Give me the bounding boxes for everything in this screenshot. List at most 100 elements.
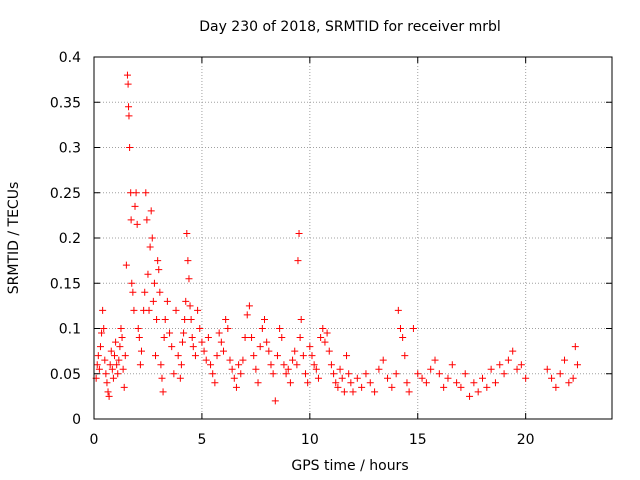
data-point [143, 216, 151, 224]
data-point [362, 370, 370, 378]
data-point [543, 365, 551, 373]
data-point [235, 361, 243, 369]
data-point [245, 302, 253, 310]
data-point [409, 325, 417, 332]
data-point [111, 352, 119, 360]
data-point [121, 352, 129, 360]
data-point [297, 315, 305, 323]
x-tick-label: 10 [301, 432, 319, 448]
data-point [347, 379, 355, 387]
data-point [496, 361, 504, 369]
data-point [312, 365, 320, 373]
data-point [358, 383, 366, 391]
data-point [427, 365, 435, 373]
data-point [105, 392, 113, 400]
data-point [343, 352, 351, 360]
data-point [133, 220, 141, 228]
data-point [291, 347, 299, 355]
y-tick-label: 0.15 [50, 276, 81, 292]
data-point [284, 365, 292, 373]
data-point [392, 370, 400, 378]
data-point [150, 279, 158, 287]
data-point [384, 374, 392, 382]
data-point [141, 288, 149, 296]
y-tick-label: 0.3 [59, 141, 81, 157]
data-point [185, 275, 193, 283]
data-point [160, 334, 168, 342]
data-point [215, 329, 223, 337]
data-point [440, 383, 448, 391]
data-point [99, 306, 107, 314]
data-point [126, 144, 134, 151]
data-point [282, 370, 290, 378]
data-point [500, 370, 508, 378]
data-point [159, 388, 167, 396]
data-point [306, 343, 314, 351]
data-point [278, 334, 286, 342]
data-point [491, 379, 499, 387]
data-point [457, 383, 465, 391]
data-point [353, 374, 361, 382]
data-point [184, 257, 192, 265]
data-point [114, 370, 122, 378]
data-point [565, 379, 573, 387]
data-point [371, 388, 379, 396]
data-point [127, 216, 135, 224]
y-tick-label: 0.1 [59, 322, 81, 338]
data-point [349, 388, 357, 396]
data-point [269, 370, 277, 378]
data-point [170, 370, 178, 378]
y-tick-label: 0 [72, 412, 81, 428]
data-point [116, 343, 124, 351]
data-point [109, 374, 117, 382]
data-point [154, 257, 162, 265]
data-point [182, 297, 190, 305]
data-point [241, 334, 249, 342]
data-point [435, 370, 443, 378]
data-point [156, 288, 164, 296]
data-point [466, 392, 474, 400]
data-point [166, 329, 174, 337]
data-point [323, 329, 331, 337]
data-point [211, 379, 219, 387]
data-point [207, 361, 215, 369]
data-point [327, 361, 335, 369]
data-point [228, 365, 236, 373]
data-point [276, 325, 284, 332]
data-point [145, 306, 153, 314]
data-point [180, 329, 188, 337]
data-point [107, 347, 115, 355]
data-point [573, 361, 581, 369]
data-point [152, 352, 160, 360]
data-point [226, 356, 234, 364]
data-point [405, 388, 413, 396]
data-point [200, 347, 208, 355]
y-tick-label: 0.25 [50, 186, 81, 202]
data-point [414, 370, 422, 378]
data-point [479, 374, 486, 382]
data-point [196, 325, 204, 332]
data-point [317, 334, 325, 342]
data-point [302, 370, 310, 378]
data-point [289, 356, 297, 364]
data-point [115, 356, 123, 364]
data-point [258, 325, 266, 332]
data-point [136, 361, 144, 369]
data-point [144, 270, 152, 278]
data-point [431, 356, 439, 364]
y-tick-label: 0.2 [59, 231, 81, 247]
data-point [256, 343, 264, 351]
data-point [548, 374, 556, 382]
data-point [453, 379, 461, 387]
data-point [130, 306, 138, 314]
data-point [188, 334, 196, 342]
data-point [461, 370, 469, 378]
data-point [198, 338, 206, 346]
data-point [504, 356, 512, 364]
data-point [131, 202, 139, 210]
data-point [153, 315, 161, 323]
data-point [334, 383, 342, 391]
data-point [230, 374, 238, 382]
data-point [295, 229, 303, 237]
y-axis-label: SRMTID / TECUs [6, 182, 22, 295]
